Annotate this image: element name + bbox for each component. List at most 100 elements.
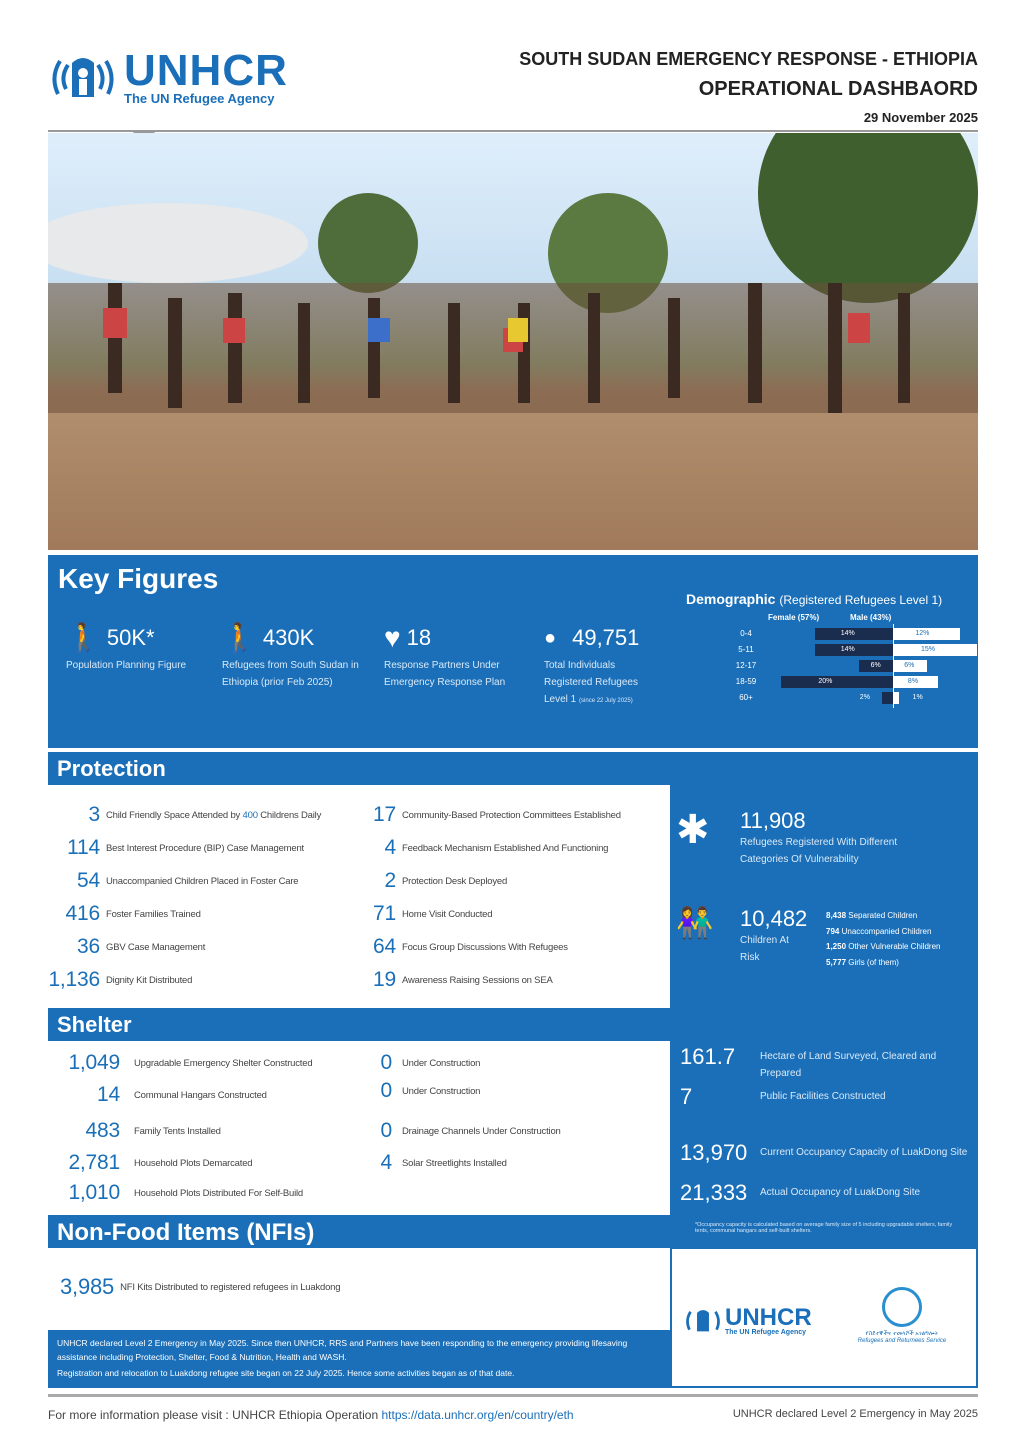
hero-photo <box>48 133 978 550</box>
logo-tagline: The UN Refugee Agency <box>124 90 275 106</box>
shelter-stat-row: 4 Solar Streetlights Installed <box>368 1151 507 1175</box>
breakdown-value: 8,438 <box>826 911 847 920</box>
stat-value: 4 <box>384 836 397 859</box>
shelter-stat-row: 1,010 Household Plots Distributed For Sel… <box>48 1181 303 1205</box>
female-value-label: 14% <box>840 646 855 653</box>
nfi-kits-stat: 3,985 NFI Kits Distributed to registered … <box>60 1274 341 1300</box>
figure-label: Response Partners Under Emergency Respon… <box>384 660 506 688</box>
female-value-label: 2% <box>859 694 870 701</box>
site-stat: 21,333 Actual Occupancy of LuakDong Site <box>680 1180 975 1206</box>
site-stat-value: 7 <box>680 1084 693 1109</box>
figure-value: 50K* <box>106 625 155 650</box>
stat-value: 483 <box>85 1119 121 1142</box>
age-group-label: 60+ <box>739 693 753 702</box>
protection-stat-row: 114 Best Interest Procedure (BIP) Case Ma… <box>48 836 304 860</box>
site-stat-value: 21,333 <box>680 1180 748 1205</box>
shelter-stat-row: 0 Drainage Channels Under Construction <box>368 1119 561 1143</box>
protection-stat-row: 416 Foster Families Trained <box>48 902 201 926</box>
site-stat: 7 Public Facilities Constructed <box>680 1084 975 1110</box>
partner-logos: UNHCR The UN Refugee Agency የስደተኞችና ተመላሾች… <box>670 1247 978 1388</box>
key-figure-registered: ● 49,751 Total Individuals Registered Ref… <box>544 623 664 710</box>
stat-label: Home Visit Conducted <box>402 908 493 920</box>
site-stat-value: 161.7 <box>680 1044 736 1069</box>
stat-value: 0 <box>380 1119 393 1142</box>
male-value-label: 8% <box>907 678 919 685</box>
stat-value: 64 <box>373 935 396 958</box>
stat-label: Household Plots Distributed For Self-Bui… <box>134 1187 304 1199</box>
protection-list: 3 Child Friendly Space Attended by 400 Ch… <box>48 787 670 1005</box>
stat-label: Best Interest Procedure (BIP) Case Manag… <box>106 842 304 854</box>
breakdown-value: 1,250 <box>826 942 847 951</box>
stat-label: Under Construction <box>402 1057 481 1069</box>
site-stat: 13,970 Current Occupancy Capacity of Luak… <box>680 1140 975 1166</box>
stat-label: GBV Case Management <box>106 941 206 953</box>
key-figures-panel: Key Figures 🚶 50K* Population Planning Fi… <box>48 555 978 748</box>
protection-stat-row: 54 Unaccompanied Children Placed in Foste… <box>48 869 299 893</box>
rrs-amharic-name: የስደተኞችና ተመላሾች አገልግሎት <box>865 1331 939 1337</box>
protection-stat-row: 4 Feedback Mechanism Established And Func… <box>348 836 609 860</box>
female-bar <box>881 692 893 704</box>
vulnerability-value: 11,908 <box>740 808 806 833</box>
footer-link[interactable]: https://data.unhcr.org/en/country/eth <box>381 1408 574 1422</box>
male-value-label: 12% <box>915 630 930 637</box>
emergency-note: UNHCR declared Level 2 Emergency in May … <box>48 1330 670 1388</box>
stat-label: Solar Streetlights Installed <box>402 1157 507 1169</box>
figure-label: Refugees from South Sudan in Ethiopia (p… <box>222 660 359 688</box>
male-bar <box>893 644 977 656</box>
children-value: 10,482 <box>740 906 808 931</box>
female-bar <box>859 660 893 672</box>
female-value-label: 20% <box>818 678 833 685</box>
female-bar <box>781 676 893 688</box>
handshake-heart-icon: ♥ <box>384 622 401 653</box>
figure-label: Total Individuals Registered Refugees Le… <box>544 660 638 705</box>
shelter-stat-row: 0 Under Construction <box>368 1079 481 1103</box>
shelter-section-header: Shelter <box>48 1008 670 1041</box>
demographic-title: Demographic <box>686 591 776 607</box>
shelter-list: 1,049 Upgradable Emergency Shelter Constr… <box>48 1041 670 1212</box>
key-figure-partners: ♥ 18 Response Partners Under Emergency Re… <box>384 623 544 691</box>
stat-label: Household Plots Demarcated <box>134 1157 253 1169</box>
protection-stat-row: 71 Home Visit Conducted <box>348 902 493 926</box>
site-stat: 161.7 Hectare of Land Surveyed, Cleared a… <box>680 1044 975 1082</box>
shelter-title: Shelter <box>57 1012 132 1037</box>
female-bar <box>814 628 893 640</box>
figure-label: Population Planning Figure <box>66 660 187 671</box>
stat-value: 17 <box>373 803 396 826</box>
stat-label: Awareness Raising Sessions on SEA <box>402 974 553 986</box>
demographic-subtitle: (Registered Refugees Level 1) <box>779 593 943 607</box>
footer-right-note: UNHCR declared Level 2 Emergency in May … <box>732 1408 978 1420</box>
protection-section-header: Protection <box>48 752 978 785</box>
protection-stat-row: 36 GBV Case Management <box>48 935 205 959</box>
children-breakdown: 8,438 Separated Children 794 Unaccompanie… <box>826 908 986 970</box>
rrs-emblem-icon <box>882 1287 922 1327</box>
logo-wordmark: UNHCR <box>124 45 288 95</box>
nfi-value: 3,985 <box>60 1274 115 1299</box>
male-bar <box>893 676 938 688</box>
protection-stat-row: 3 Child Friendly Space Attended by 400 Ch… <box>48 803 322 827</box>
nfi-section-header: Non-Food Items (NFIs) <box>48 1215 670 1248</box>
breakdown-label: Other Vulnerable Children <box>848 942 941 951</box>
female-bar <box>814 644 893 656</box>
stat-value: 36 <box>77 935 100 958</box>
male-value-label: 1% <box>912 694 923 701</box>
stat-value: 1,010 <box>68 1181 120 1204</box>
site-stat-label: Public Facilities Constructed <box>760 1091 886 1102</box>
stat-value: 0 <box>380 1079 393 1102</box>
key-figures-title: Key Figures <box>58 563 219 594</box>
population-pyramid: 0-4 14% 12% 5-11 14% 15% 12-17 6% 6% 18-59 20% 8% 60… <box>686 624 977 738</box>
stat-value: 71 <box>373 902 396 925</box>
walking-person-arrow-icon: 🚶 <box>66 622 101 653</box>
footer-prefix: For more information please visit : UNHC… <box>48 1408 379 1422</box>
note-paragraph-2: Registration and relocation to Luakdong … <box>57 1368 515 1378</box>
footer-divider <box>48 1394 978 1397</box>
breakdown-value: 794 <box>826 926 840 936</box>
protection-stat-row: 1,136 Dignity Kit Distributed <box>48 968 192 992</box>
vulnerability-label: Refugees Registered With Different Categ… <box>740 837 898 865</box>
stat-label: Dignity Kit Distributed <box>106 974 193 986</box>
unhcr-emblem-icon <box>52 58 114 97</box>
stat-value: 54 <box>77 869 100 892</box>
breakdown-value: 5,777 <box>826 957 847 967</box>
nfi-title: Non-Food Items (NFIs) <box>57 1219 315 1246</box>
shelter-stat-row: 2,781 Household Plots Demarcated <box>48 1151 252 1175</box>
male-value-label: 15% <box>921 646 936 653</box>
